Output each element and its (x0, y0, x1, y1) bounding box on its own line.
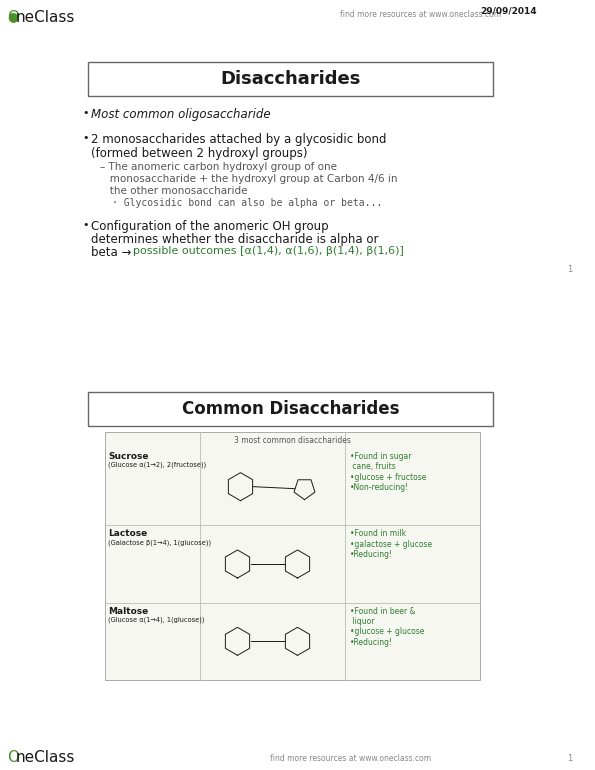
Text: find more resources at www.oneclass.com: find more resources at www.oneclass.com (340, 10, 501, 19)
FancyBboxPatch shape (88, 392, 493, 426)
Text: 1: 1 (567, 754, 572, 763)
Text: neClass: neClass (16, 750, 76, 765)
Text: · Glycosidic bond can also be alpha or beta...: · Glycosidic bond can also be alpha or b… (112, 198, 382, 208)
Text: (formed between 2 hydroxyl groups): (formed between 2 hydroxyl groups) (91, 147, 308, 160)
Text: ●: ● (7, 10, 18, 23)
Text: determines whether the disaccharide is alpha or: determines whether the disaccharide is a… (91, 233, 378, 246)
Text: 2 monosaccharides attached by a glycosidic bond: 2 monosaccharides attached by a glycosid… (91, 133, 387, 146)
Text: – The anomeric carbon hydroxyl group of one: – The anomeric carbon hydroxyl group of … (100, 162, 337, 172)
Text: 1: 1 (567, 265, 572, 274)
Text: •Found in sugar
 cane, fruits
•glucose + fructose
•Non-reducing!: •Found in sugar cane, fruits •glucose + … (350, 452, 427, 492)
Text: O: O (7, 10, 19, 25)
Text: neClass: neClass (16, 10, 76, 25)
Text: Maltose: Maltose (108, 607, 148, 616)
Text: •Found in beer &
 liquor
•glucose + glucose
•Reducing!: •Found in beer & liquor •glucose + gluco… (350, 607, 424, 647)
Text: 29/09/2014: 29/09/2014 (480, 6, 537, 15)
Text: (Glucose α(1→2), 2(fructose)): (Glucose α(1→2), 2(fructose)) (108, 462, 206, 468)
Text: Common Disaccharides: Common Disaccharides (181, 400, 399, 418)
Text: beta →: beta → (91, 246, 135, 259)
Text: Most common oligosaccharide: Most common oligosaccharide (91, 108, 271, 121)
FancyBboxPatch shape (105, 432, 480, 680)
Text: •: • (82, 108, 89, 118)
Text: Configuration of the anomeric OH group: Configuration of the anomeric OH group (91, 220, 328, 233)
FancyBboxPatch shape (88, 62, 493, 96)
Text: Disaccharides: Disaccharides (220, 70, 361, 88)
Text: the other monosaccharide: the other monosaccharide (100, 186, 248, 196)
Text: find more resources at www.oneclass.com: find more resources at www.oneclass.com (270, 754, 431, 763)
Text: •: • (82, 133, 89, 143)
Text: Sucrose: Sucrose (108, 452, 149, 461)
Text: possible outcomes [α(1,4), α(1,6), β(1,4), β(1,6)]: possible outcomes [α(1,4), α(1,6), β(1,4… (133, 246, 404, 256)
Text: (Galactose β(1→4), 1(glucose)): (Galactose β(1→4), 1(glucose)) (108, 539, 211, 546)
Text: 3 most common disaccharides: 3 most common disaccharides (234, 436, 351, 445)
Text: •: • (82, 220, 89, 230)
Text: •Found in milk
•galactose + glucose
•Reducing!: •Found in milk •galactose + glucose •Red… (350, 529, 432, 559)
Text: O: O (7, 750, 19, 765)
Text: (Glucose α(1→4), 1(glucose)): (Glucose α(1→4), 1(glucose)) (108, 617, 205, 623)
Text: Lactose: Lactose (108, 529, 147, 538)
Text: monosaccharide + the hydroxyl group at Carbon 4/6 in: monosaccharide + the hydroxyl group at C… (100, 174, 397, 184)
